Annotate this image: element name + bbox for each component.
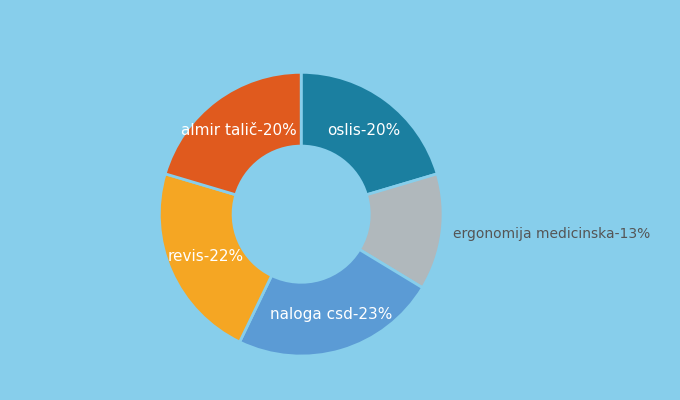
Text: naloga csd-23%: naloga csd-23% — [270, 307, 392, 322]
Wedge shape — [301, 72, 437, 195]
Text: ergonomija medicinska-13%: ergonomija medicinska-13% — [453, 227, 650, 241]
Wedge shape — [165, 72, 301, 195]
Text: almir talič-20%: almir talič-20% — [180, 122, 296, 138]
Text: oslis-20%: oslis-20% — [327, 122, 401, 138]
Text: revis-22%: revis-22% — [167, 249, 243, 264]
Wedge shape — [239, 250, 422, 356]
Wedge shape — [360, 174, 443, 288]
Wedge shape — [159, 174, 271, 342]
